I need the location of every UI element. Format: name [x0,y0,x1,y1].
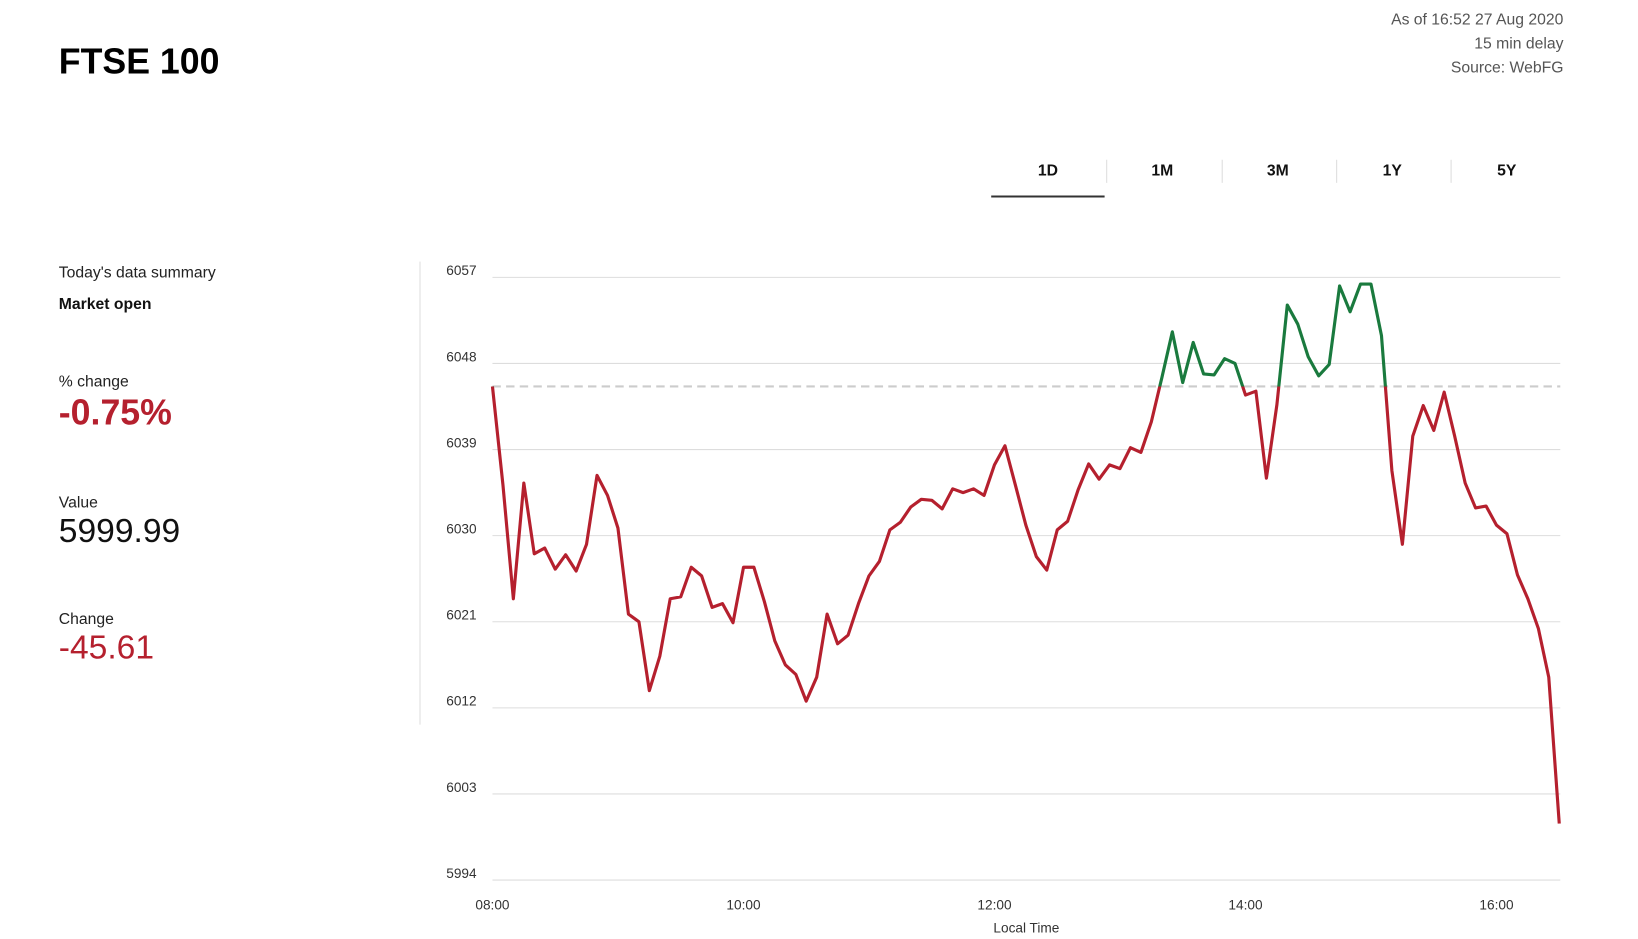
page-title: FTSE 100 [59,42,220,82]
summary-heading: Today's data summary [59,264,216,281]
y-tick-label: 6039 [446,435,476,450]
y-tick-label: 6057 [446,263,476,278]
y-tick-label: 6012 [446,694,476,709]
delay: 15 min delay [1474,35,1563,52]
x-tick-label: 08:00 [475,897,510,912]
x-tick-label: 14:00 [1228,897,1263,912]
summary-label: Change [59,611,114,628]
range-tab[interactable]: 1D [991,147,1104,195]
price-line [490,282,1561,824]
x-tick-label: 12:00 [977,897,1012,912]
y-tick-label: 6021 [446,608,476,623]
tab-label[interactable]: 1Y [1383,163,1403,180]
market-status: Market open [59,296,152,313]
source: Source: WebFG [1451,60,1564,77]
y-tick-label: 6048 [446,349,476,364]
summary-value: 5999.99 [59,513,180,550]
summary-value: -0.75% [59,392,172,432]
y-tick-label: 6003 [446,780,476,795]
summary-value: -45.61 [59,630,154,667]
tab-label[interactable]: 1D [1038,163,1058,180]
summary-label: Value [59,494,98,511]
x-axis-label: Local Time [993,921,1059,936]
x-tick-label: 16:00 [1479,897,1514,912]
tab-label[interactable]: 1M [1151,163,1173,180]
timestamp: As of 16:52 27 Aug 2020 [1391,11,1564,28]
tab-label[interactable]: 3M [1267,163,1289,180]
range-tab[interactable]: 3M [1221,147,1334,195]
x-tick-label: 10:00 [726,897,761,912]
y-tick-label: 5994 [446,866,477,881]
tab-label[interactable]: 5Y [1497,163,1517,180]
range-tab[interactable]: 5Y [1450,147,1563,195]
range-tab[interactable]: 1M [1106,147,1219,195]
summary-label: % change [59,374,129,391]
range-tab[interactable]: 1Y [1336,147,1449,195]
y-tick-label: 6030 [446,522,477,537]
